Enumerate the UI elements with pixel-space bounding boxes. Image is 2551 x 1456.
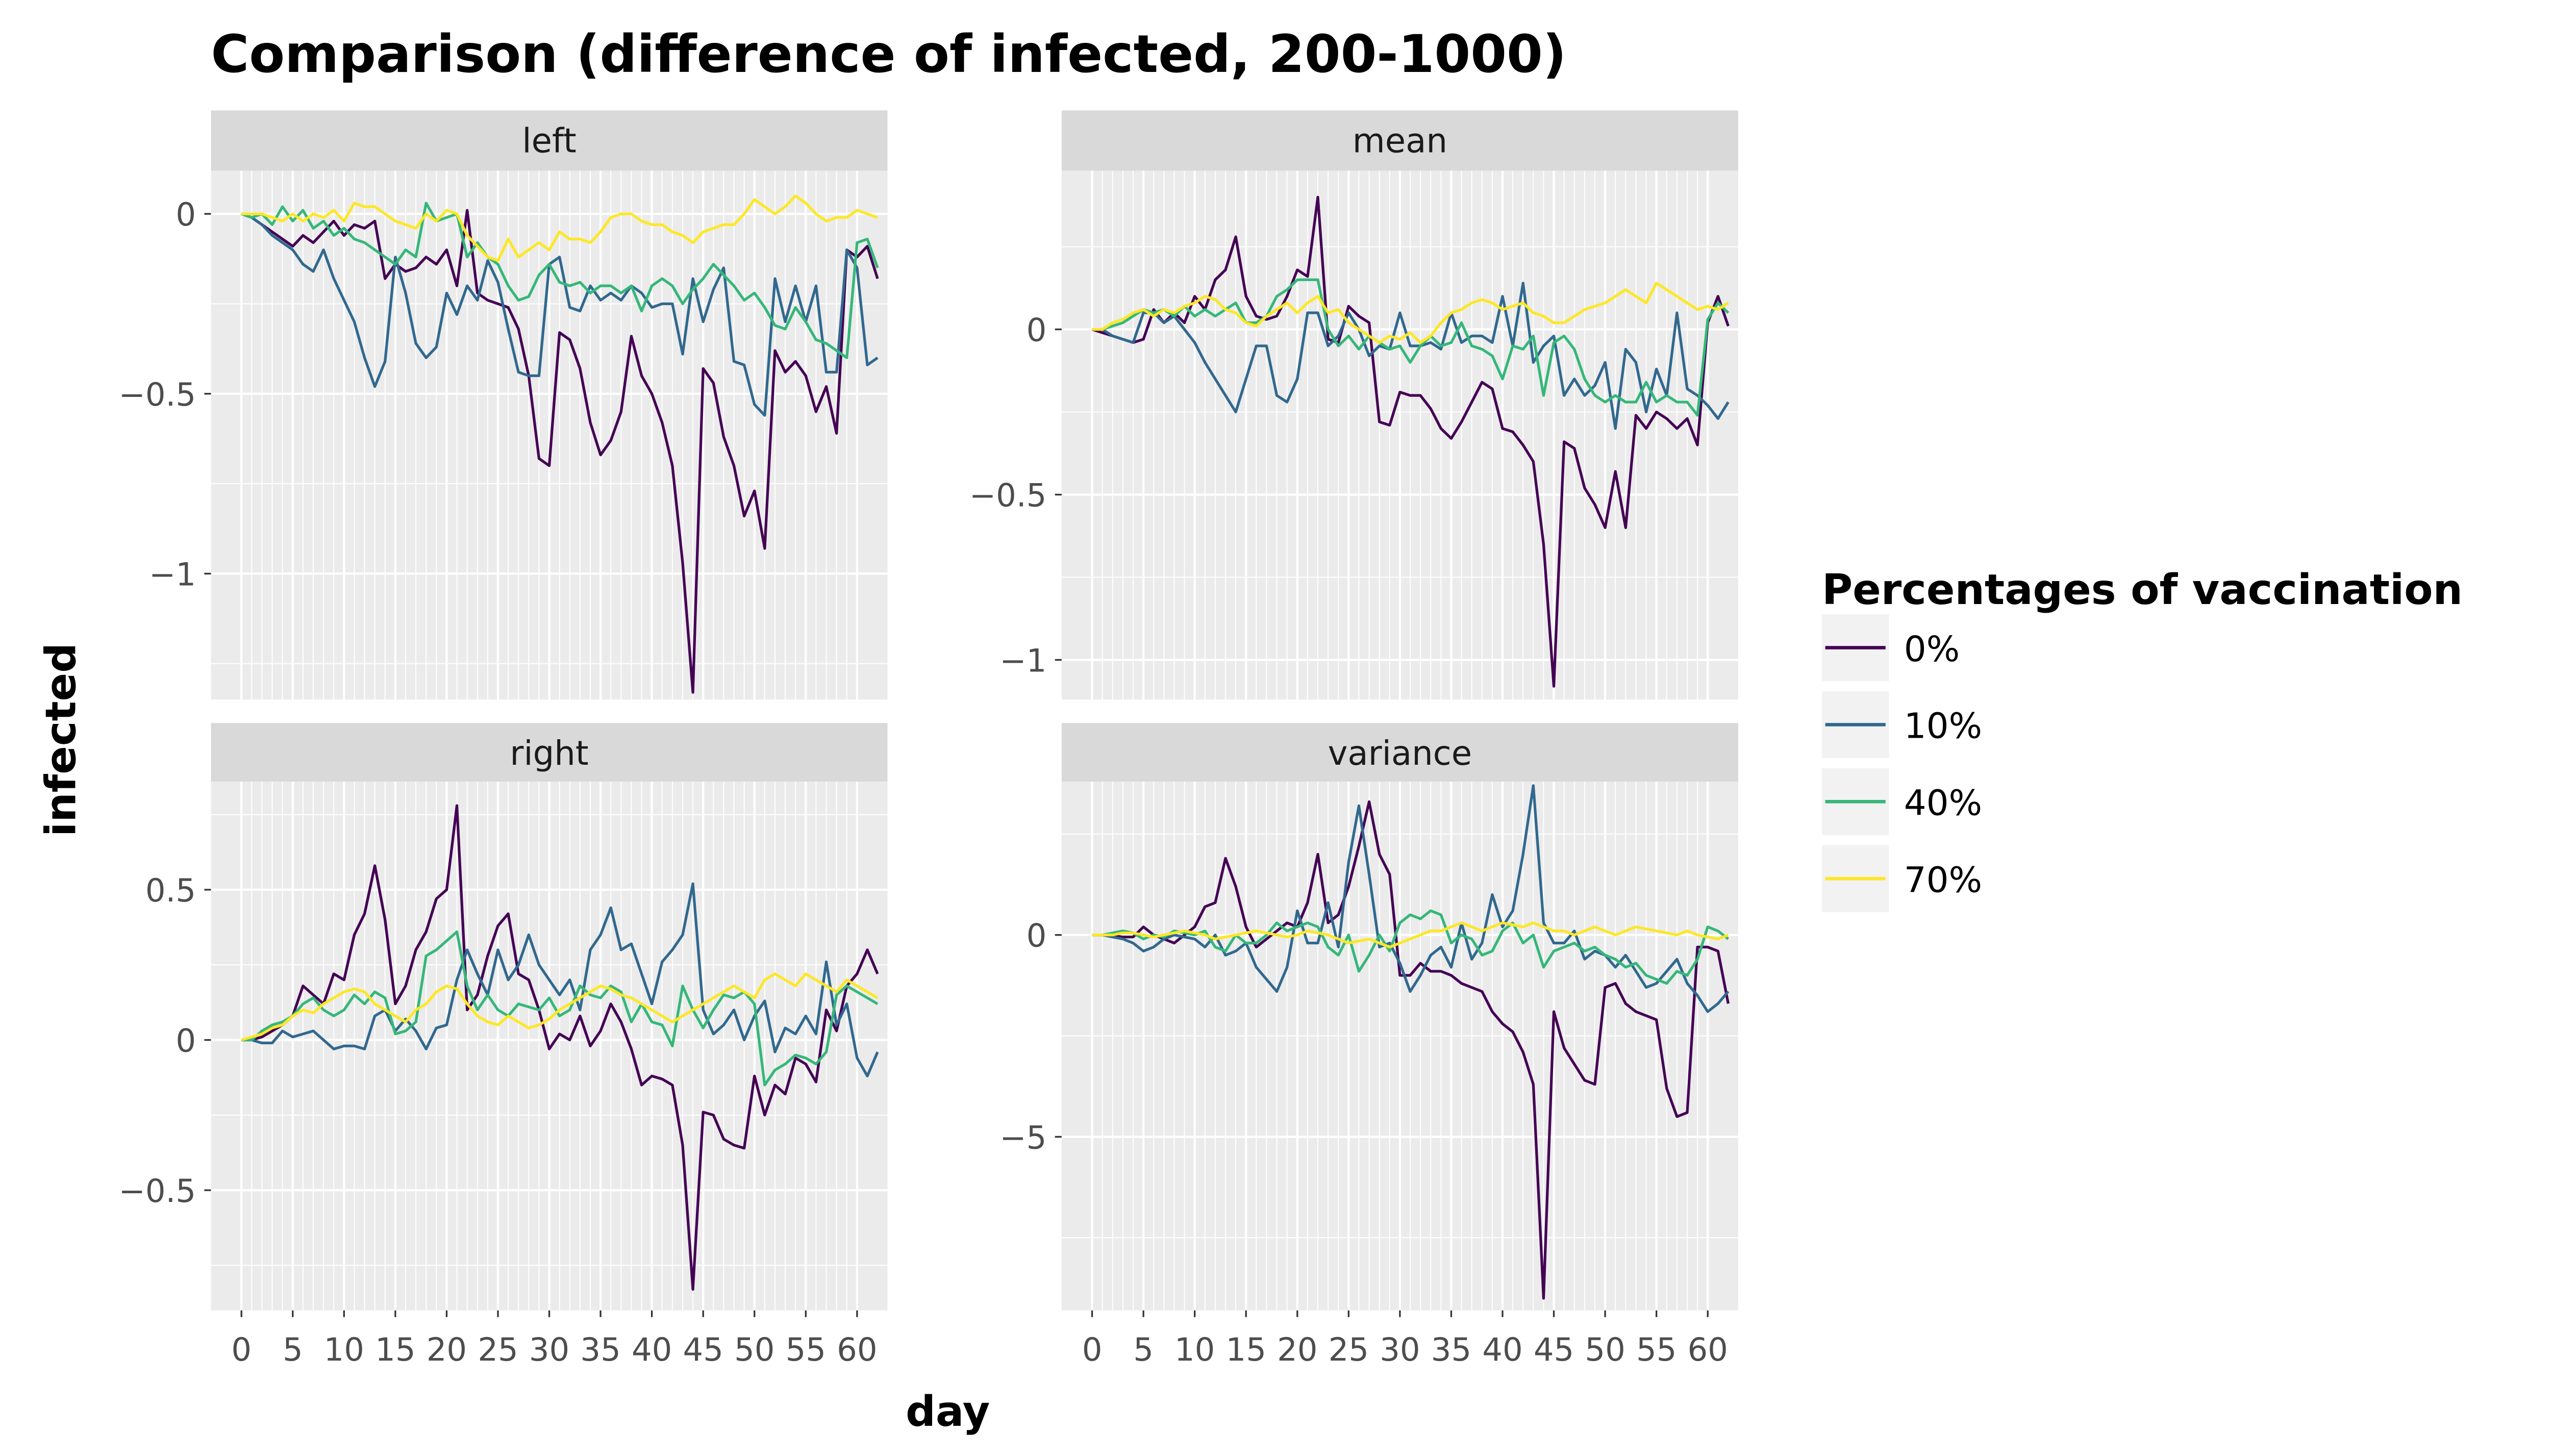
legend-label: 10%: [1904, 706, 1982, 747]
series-line-10pct: [1092, 784, 1730, 1013]
x-tick-label: 15: [375, 1331, 415, 1368]
y-tick-label: −0.5: [969, 477, 1046, 514]
legend-item: 70%: [1821, 845, 1982, 912]
facet-strip: [1061, 110, 1738, 171]
x-tick-label: 25: [1329, 1331, 1369, 1368]
x-tick-label: 25: [478, 1331, 518, 1368]
x-tick-label: 30: [1380, 1331, 1420, 1368]
x-tick-label: 10: [1174, 1331, 1215, 1368]
facet-strip-label: right: [510, 734, 588, 773]
y-tick-label: 0.5: [145, 872, 196, 909]
y-tick-label: 0: [1027, 312, 1047, 349]
y-tick-label: −1: [149, 556, 196, 593]
y-axis-title: infected: [37, 643, 86, 837]
x-tick-label: 60: [837, 1331, 877, 1368]
series-line-40pct: [241, 930, 879, 1087]
series-line-70pct: [241, 194, 878, 262]
y-tick-label: −0.5: [119, 376, 196, 413]
x-tick-label: 45: [1534, 1331, 1574, 1368]
facet-panel-right: right−0.500.50 5 10 15 20 25 30 35 40 45 50 55 60: [119, 723, 888, 1368]
x-tick-label: 20: [1277, 1331, 1317, 1368]
x-tick-label: 35: [580, 1331, 620, 1368]
chart-title: Comparison (difference of infected, 200-…: [211, 24, 1567, 84]
legend-title: Percentages of vaccination: [1822, 566, 2463, 614]
facet-strip-label: left: [522, 122, 576, 161]
x-tick-label: 60: [1688, 1331, 1728, 1368]
series-line-0pct: [241, 804, 879, 1291]
x-tick-label: 20: [427, 1331, 467, 1368]
x-tick-label: 45: [683, 1331, 723, 1368]
x-tick-label: 10: [324, 1331, 364, 1368]
legend-label: 40%: [1904, 783, 1982, 824]
x-tick-label: 55: [1636, 1331, 1677, 1368]
legend-label: 70%: [1904, 860, 1982, 901]
facet-strip: [211, 723, 888, 784]
y-tick-label: −0.5: [119, 1172, 196, 1210]
y-tick-label: 0: [176, 1022, 196, 1059]
x-tick-label: 5: [283, 1331, 303, 1368]
x-tick-label: 5: [1133, 1331, 1154, 1368]
legend-item: 10%: [1821, 691, 1982, 759]
facet-panel-variance: variance−500 5 10 15 20 25 30 35 40 45 50 55 60: [999, 723, 1738, 1368]
series-line-40pct: [241, 202, 879, 359]
facet-strip-label: variance: [1328, 734, 1472, 773]
facet-panel-mean: mean −1 −0.5 0: [969, 110, 1738, 700]
legend-item: 0%: [1821, 614, 1960, 682]
series-line-40pct: [1092, 278, 1730, 417]
x-tick-label: 30: [529, 1331, 569, 1368]
x-tick-label: 40: [632, 1331, 672, 1368]
legend-label: 0%: [1904, 629, 1960, 670]
series-line-10pct: [241, 212, 879, 417]
x-tick-label: 50: [1585, 1331, 1625, 1368]
series-line-0pct: [1092, 800, 1730, 1300]
x-axis-title: day: [906, 1388, 990, 1436]
y-tick-label: −5: [999, 1119, 1046, 1156]
y-tick-label: 0: [1027, 917, 1047, 955]
facet-panel-left: left −1 −0.5 0: [119, 110, 888, 700]
series-line-10pct: [1092, 282, 1730, 430]
legend-item: 40%: [1821, 768, 1982, 835]
facet-strip-label: mean: [1353, 122, 1447, 161]
x-tick-label: 35: [1431, 1331, 1471, 1368]
series-line-70pct: [241, 972, 879, 1042]
facet-strip: [211, 110, 888, 171]
y-tick-label: −1: [999, 642, 1046, 679]
x-tick-label: 0: [231, 1331, 252, 1368]
x-tick-label: 55: [786, 1331, 826, 1368]
facet-strip: [1061, 723, 1738, 784]
x-tick-label: 15: [1226, 1331, 1266, 1368]
legend: Percentages of vaccination 0% 10% 40% 70%: [1821, 566, 2463, 912]
series-line-70pct: [1092, 282, 1729, 344]
series-line-70pct: [1092, 921, 1729, 949]
x-tick-label: 50: [734, 1331, 774, 1368]
x-tick-label: 0: [1082, 1331, 1103, 1368]
series-line-10pct: [241, 882, 879, 1077]
y-tick-label: 0: [176, 196, 196, 233]
x-tick-label: 40: [1482, 1331, 1522, 1368]
